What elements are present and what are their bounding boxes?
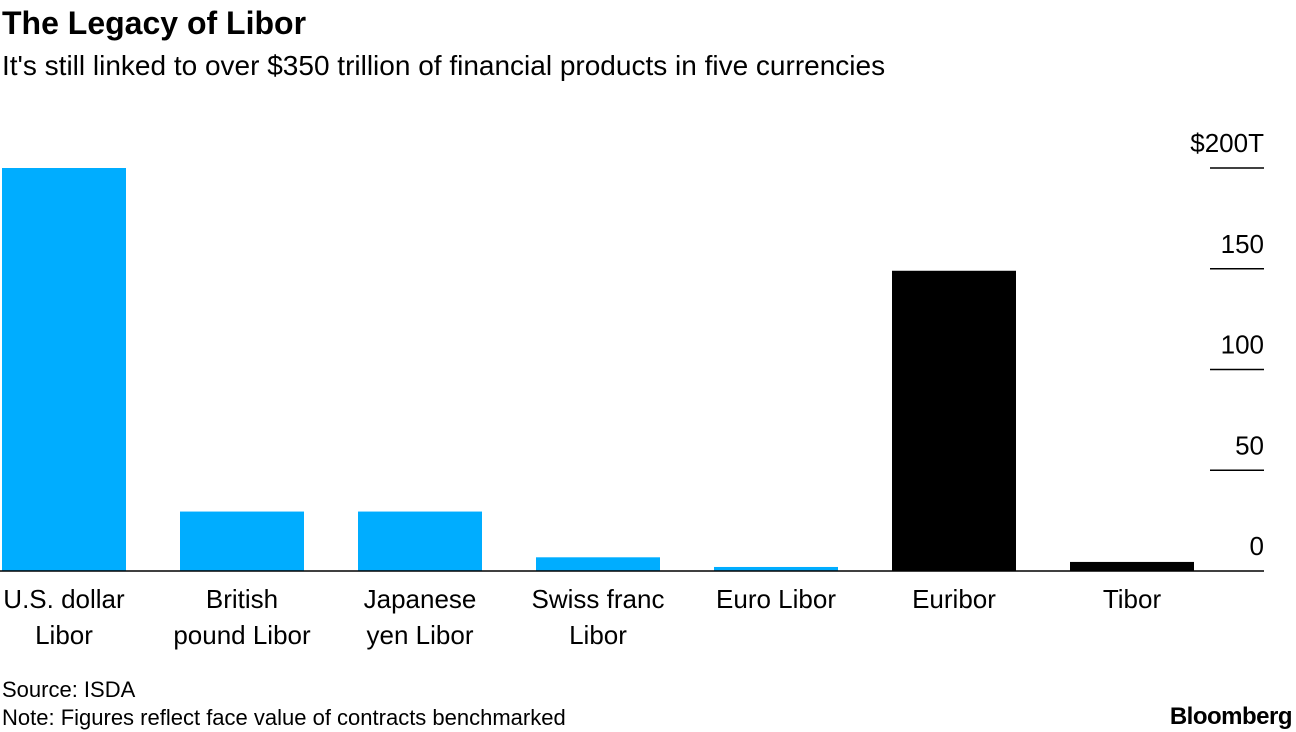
x-tick-label-2: Japanese yen Libor xyxy=(364,584,477,650)
y-tick-label-1: 50 xyxy=(1235,430,1264,460)
bar-1 xyxy=(180,511,304,571)
footnote: Note: Figures reflect face value of cont… xyxy=(2,705,566,730)
y-tick-label-0: 0 xyxy=(1250,531,1264,561)
bar-6 xyxy=(1070,561,1194,571)
bar-0 xyxy=(2,168,126,571)
bloomberg-logo: Bloomberg xyxy=(1169,703,1293,730)
bar-4 xyxy=(714,566,838,571)
x-tick-label-4: Euro Libor xyxy=(716,584,836,614)
x-tick-label-1: British pound Libor xyxy=(173,584,311,650)
bar-5 xyxy=(892,270,1016,571)
x-tick-label-0: U.S. dollar Libor xyxy=(3,584,125,650)
chart-title: The Legacy of Libor xyxy=(2,5,307,41)
x-tick-label-3: Swiss franc Libor xyxy=(532,584,665,650)
source-note: Source: ISDA xyxy=(2,677,136,702)
x-tick-label-6: Tibor xyxy=(1103,584,1162,614)
x-tick-label-5: Euribor xyxy=(912,584,996,614)
y-tick-label-3: 150 xyxy=(1221,229,1264,259)
y-tick-label-4: $200T xyxy=(1190,128,1264,158)
bar-3 xyxy=(536,557,660,571)
bar-chart: 0 50 100 150 $200T U.S. dollar Libor British po… xyxy=(0,128,1264,650)
chart-subtitle: It's still linked to over $350 trillion … xyxy=(2,50,886,81)
y-tick-label-2: 100 xyxy=(1221,330,1264,360)
bar-2 xyxy=(358,511,482,571)
